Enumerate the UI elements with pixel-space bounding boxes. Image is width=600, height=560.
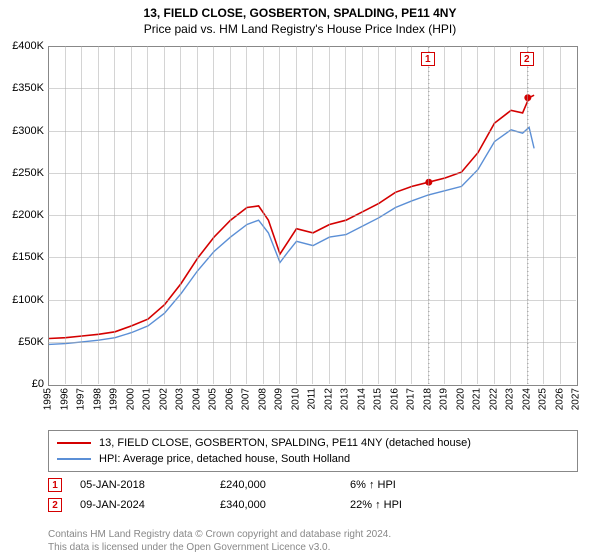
x-tick-label: 2027 [571, 388, 582, 410]
x-tick-label: 2026 [554, 388, 565, 410]
x-tick-label: 1995 [43, 388, 54, 410]
x-tick-label: 2021 [472, 388, 483, 410]
sale-date: 09-JAN-2024 [80, 499, 220, 511]
x-tick-label: 2019 [439, 388, 450, 410]
x-tick-label: 2002 [158, 388, 169, 410]
x-tick-label: 2009 [274, 388, 285, 410]
sale-price: £340,000 [220, 499, 350, 511]
y-tick-label: £100K [12, 294, 44, 306]
y-tick-label: £400K [12, 40, 44, 52]
legend: 13, FIELD CLOSE, GOSBERTON, SPALDING, PE… [48, 430, 578, 472]
x-tick-label: 2010 [290, 388, 301, 410]
y-tick-label: £350K [12, 82, 44, 94]
x-tick-label: 2003 [175, 388, 186, 410]
sale-marker-dot-2 [524, 94, 531, 101]
x-tick-label: 1999 [109, 388, 120, 410]
x-tick-label: 2017 [406, 388, 417, 410]
chart-title: 13, FIELD CLOSE, GOSBERTON, SPALDING, PE… [0, 6, 600, 20]
x-tick-label: 1998 [92, 388, 103, 410]
sale-row-marker-1: 1 [48, 478, 62, 492]
legend-label-1: HPI: Average price, detached house, Sout… [99, 453, 350, 465]
y-tick-label: £250K [12, 167, 44, 179]
x-tick-label: 2008 [257, 388, 268, 410]
x-tick-label: 2006 [224, 388, 235, 410]
footer-attribution: Contains HM Land Registry data © Crown c… [48, 529, 578, 554]
x-tick-label: 2000 [125, 388, 136, 410]
x-tick-label: 2016 [389, 388, 400, 410]
sale-row-1: 1 05-JAN-2018£240,0006% ↑ HPI [48, 478, 578, 492]
legend-swatch-0 [57, 442, 91, 444]
sale-diff: 6% ↑ HPI [350, 479, 396, 491]
sale-price: £240,000 [220, 479, 350, 491]
x-tick-label: 1996 [59, 388, 70, 410]
x-tick-label: 2014 [356, 388, 367, 410]
sale-row-marker-2: 2 [48, 498, 62, 512]
x-tick-label: 2004 [191, 388, 202, 410]
x-tick-label: 2013 [340, 388, 351, 410]
legend-swatch-1 [57, 458, 91, 460]
x-tick-label: 2022 [488, 388, 499, 410]
sale-date: 05-JAN-2018 [80, 479, 220, 491]
sale-marker-box-2: 2 [520, 52, 534, 66]
x-tick-label: 2007 [241, 388, 252, 410]
plot-area [48, 46, 578, 386]
x-tick-label: 2024 [521, 388, 532, 410]
sale-marker-dot-1 [425, 179, 432, 186]
sale-marker-box-1: 1 [421, 52, 435, 66]
y-tick-label: £200K [12, 209, 44, 221]
x-tick-label: 2012 [323, 388, 334, 410]
x-tick-label: 2001 [142, 388, 153, 410]
y-tick-label: £50K [18, 336, 44, 348]
series-property [49, 95, 534, 338]
x-tick-label: 2018 [422, 388, 433, 410]
legend-label-0: 13, FIELD CLOSE, GOSBERTON, SPALDING, PE… [99, 437, 471, 449]
x-tick-label: 2015 [373, 388, 384, 410]
sale-diff: 22% ↑ HPI [350, 499, 402, 511]
x-tick-label: 2023 [505, 388, 516, 410]
x-tick-label: 2025 [538, 388, 549, 410]
sale-row-2: 2 09-JAN-2024£340,00022% ↑ HPI [48, 498, 578, 512]
chart-subtitle: Price paid vs. HM Land Registry's House … [0, 22, 600, 36]
x-tick-label: 1997 [76, 388, 87, 410]
y-tick-label: £150K [12, 251, 44, 263]
y-tick-label: £300K [12, 125, 44, 137]
x-tick-label: 2005 [208, 388, 219, 410]
x-tick-label: 2011 [307, 388, 318, 410]
x-tick-label: 2020 [455, 388, 466, 410]
